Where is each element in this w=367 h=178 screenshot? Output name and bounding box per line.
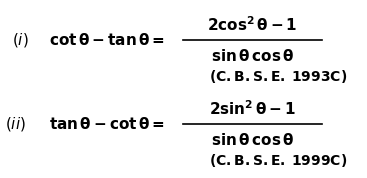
Text: $\mathbf{(C.B.S.E.\;1993C)}$: $\mathbf{(C.B.S.E.\;1993C)}$ [209, 68, 348, 85]
Text: $\mathbf{2cos^2\,\theta - 1}$: $\mathbf{2cos^2\,\theta - 1}$ [207, 15, 298, 33]
Text: $\mathit{(i)}$: $\mathit{(i)}$ [12, 31, 29, 49]
Text: $\mathit{(ii)}$: $\mathit{(ii)}$ [5, 115, 26, 133]
Text: $\mathbf{tan\,\theta - cot\,\theta =}$: $\mathbf{tan\,\theta - cot\,\theta =}$ [49, 116, 165, 132]
Text: $\mathbf{2sin^2\,\theta - 1}$: $\mathbf{2sin^2\,\theta - 1}$ [209, 99, 296, 118]
Text: $\mathbf{sin\,\theta\,cos\,\theta}$: $\mathbf{sin\,\theta\,cos\,\theta}$ [211, 132, 294, 148]
Text: $\mathbf{sin\,\theta\,cos\,\theta}$: $\mathbf{sin\,\theta\,cos\,\theta}$ [211, 48, 294, 64]
Text: $\mathbf{cot\,\theta - tan\,\theta =}$: $\mathbf{cot\,\theta - tan\,\theta =}$ [49, 32, 165, 48]
Text: $\mathbf{(C.B.S.E.\;1999C)}$: $\mathbf{(C.B.S.E.\;1999C)}$ [209, 152, 348, 169]
